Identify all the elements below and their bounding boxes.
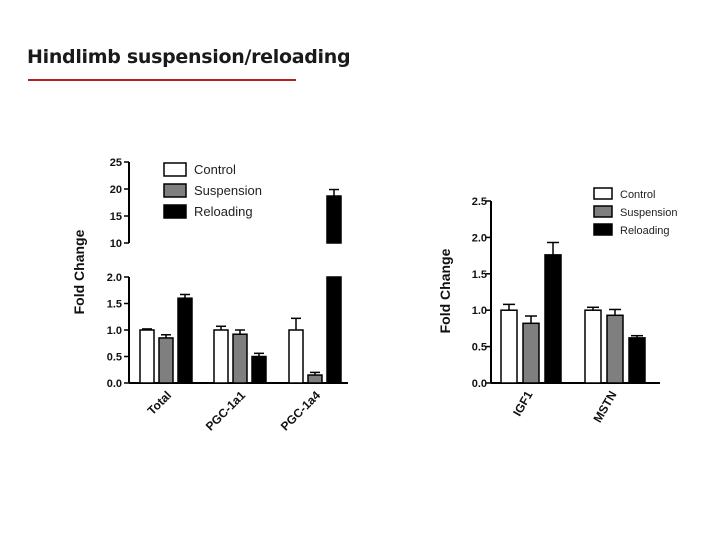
x-tick-label: MSTN xyxy=(590,389,619,425)
y-axis-label: Fold Change xyxy=(437,248,453,333)
y-axis-label: Fold Change xyxy=(71,229,87,314)
legend-label: Reloading xyxy=(620,225,670,237)
x-tick-label: PGC-1a4 xyxy=(278,388,324,434)
bar xyxy=(232,333,248,384)
title-underline xyxy=(28,79,296,81)
y-tick-label: 10 xyxy=(110,238,122,250)
y-tick-label: 15 xyxy=(110,211,122,223)
bar xyxy=(139,329,155,384)
y-tick-label: 25 xyxy=(110,157,122,169)
bar xyxy=(288,329,304,384)
y-tick-label: 2.0 xyxy=(107,272,122,284)
legend-label: Suspension xyxy=(194,183,262,198)
legend-swatch xyxy=(163,183,187,198)
x-tick-label: IGF1 xyxy=(510,388,536,418)
y-tick-label: 0.0 xyxy=(472,378,487,390)
legend-label: Control xyxy=(194,162,236,177)
bar xyxy=(584,309,602,384)
y-tick-label: 2.0 xyxy=(472,232,487,244)
bar xyxy=(251,355,267,384)
legend-label: Suspension xyxy=(620,207,678,219)
bar xyxy=(326,276,342,384)
x-tick-label: Total xyxy=(145,388,175,418)
slide-title: Hindlimb suspension/reloading xyxy=(27,46,351,68)
legend-swatch xyxy=(163,204,187,219)
y-tick-label: 2.5 xyxy=(472,196,487,208)
y-tick-label: 1.0 xyxy=(472,305,487,317)
x-tick-label: PGC-1a1 xyxy=(203,388,249,434)
legend-label: Reloading xyxy=(194,204,253,219)
y-tick-label: 0.5 xyxy=(107,352,122,364)
bar xyxy=(213,329,229,384)
legend-swatch xyxy=(163,162,187,177)
bar xyxy=(606,314,624,384)
bar xyxy=(177,297,193,384)
legend-swatch xyxy=(593,187,613,200)
bar xyxy=(522,322,540,384)
bar xyxy=(628,337,646,384)
y-tick-label: 1.0 xyxy=(107,325,122,337)
y-tick-label: 0.5 xyxy=(472,342,487,354)
bar xyxy=(500,309,518,384)
bar xyxy=(544,254,562,384)
legend-swatch xyxy=(593,205,613,218)
legend-swatch xyxy=(593,223,613,236)
y-tick-label: 20 xyxy=(110,184,122,196)
legend-label: Control xyxy=(620,189,655,201)
bar xyxy=(326,195,342,244)
y-tick-label: 1.5 xyxy=(107,299,122,311)
bar xyxy=(158,337,174,384)
y-tick-label: 1.5 xyxy=(472,269,487,281)
y-tick-label: 0.0 xyxy=(107,378,122,390)
bar xyxy=(307,374,323,384)
